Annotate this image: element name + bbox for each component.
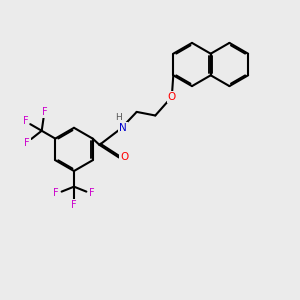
Text: F: F (24, 138, 30, 148)
Text: F: F (42, 107, 48, 117)
Text: F: F (23, 116, 28, 127)
Text: O: O (120, 152, 128, 163)
Text: F: F (53, 188, 59, 198)
Text: H: H (115, 113, 122, 122)
Text: F: F (89, 188, 94, 198)
Text: N: N (119, 123, 127, 134)
Text: F: F (71, 200, 77, 210)
Text: O: O (168, 92, 176, 102)
